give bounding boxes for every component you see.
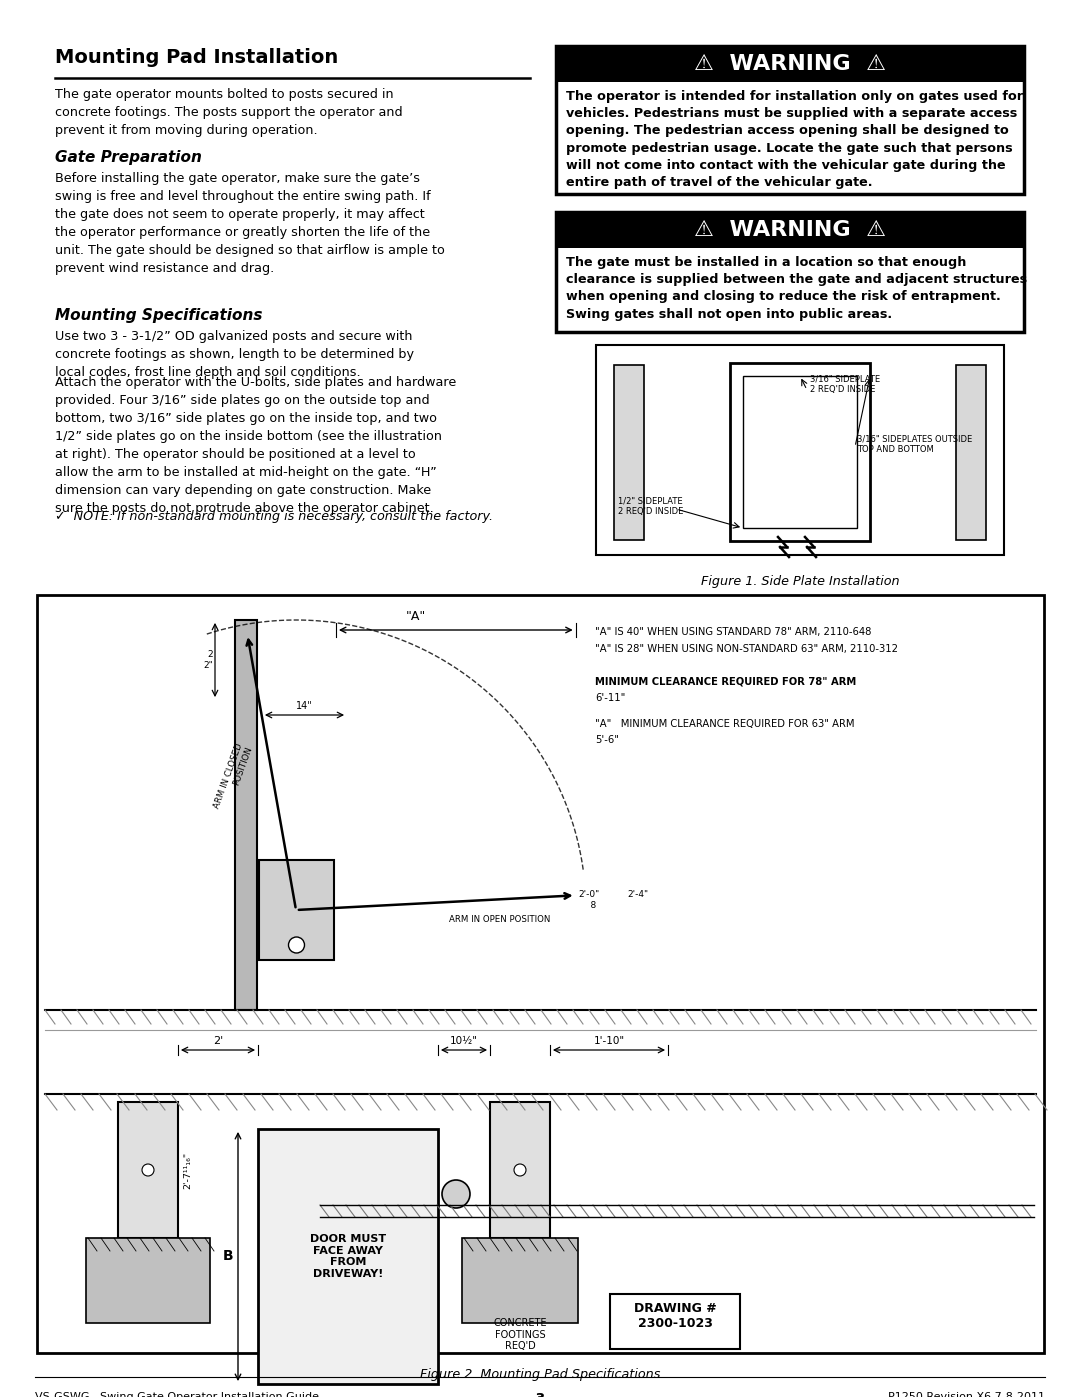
Text: "A"   MINIMUM CLEARANCE REQUIRED FOR 63" ARM: "A" MINIMUM CLEARANCE REQUIRED FOR 63" A… — [595, 719, 854, 729]
Text: 6'-11": 6'-11" — [595, 693, 625, 703]
Text: 3/16" SIDEPLATES OUTSIDE
TOP AND BOTTOM: 3/16" SIDEPLATES OUTSIDE TOP AND BOTTOM — [858, 434, 972, 454]
Text: Before installing the gate operator, make sure the gate’s
swing is free and leve: Before installing the gate operator, mak… — [55, 172, 445, 275]
Bar — [730, 363, 870, 541]
Circle shape — [442, 1180, 470, 1208]
Circle shape — [288, 937, 305, 953]
Text: P1250 Revision X6 7-8-2011: P1250 Revision X6 7-8-2011 — [888, 1391, 1045, 1397]
Text: DRAWING #
2300-1023: DRAWING # 2300-1023 — [634, 1302, 716, 1330]
Text: 14": 14" — [296, 701, 313, 711]
Bar — [556, 46, 1024, 194]
Text: 2'-7¹¹₁₆": 2'-7¹¹₁₆" — [183, 1151, 192, 1189]
Bar — [118, 1102, 178, 1238]
Bar — [596, 345, 1004, 555]
Bar — [615, 365, 644, 541]
Text: 3/16" SIDEPLATE
2 REQ'D INSIDE: 3/16" SIDEPLATE 2 REQ'D INSIDE — [810, 374, 880, 394]
Text: - 3 -: - 3 - — [525, 1391, 555, 1397]
Text: 1/2" SIDEPLATE
2 REQ'D INSIDE: 1/2" SIDEPLATE 2 REQ'D INSIDE — [618, 497, 684, 517]
Text: 10½": 10½" — [450, 1037, 478, 1046]
Text: MINIMUM CLEARANCE REQUIRED FOR 78" ARM: MINIMUM CLEARANCE REQUIRED FOR 78" ARM — [595, 678, 856, 687]
Text: Attach the operator with the U-bolts, side plates and hardware
provided. Four 3/: Attach the operator with the U-bolts, si… — [55, 376, 456, 515]
Bar — [258, 1129, 438, 1384]
Bar — [37, 595, 1044, 1354]
Bar — [743, 376, 858, 528]
Text: The gate operator mounts bolted to posts secured in
concrete footings. The posts: The gate operator mounts bolted to posts… — [55, 88, 403, 137]
Text: ⚠  WARNING  ⚠: ⚠ WARNING ⚠ — [694, 219, 886, 240]
Text: 2'-0"
    8: 2'-0" 8 — [579, 890, 599, 909]
Bar — [556, 212, 1024, 332]
Bar — [235, 620, 257, 1010]
Bar — [556, 212, 1024, 249]
Text: "A" IS 28" WHEN USING NON-STANDARD 63" ARM, 2110-312: "A" IS 28" WHEN USING NON-STANDARD 63" A… — [595, 644, 897, 654]
Bar — [259, 861, 334, 960]
Text: "A": "A" — [406, 610, 427, 623]
Text: B: B — [222, 1249, 233, 1263]
Bar — [490, 1102, 550, 1238]
Bar — [556, 46, 1024, 82]
Text: Gate Preparation: Gate Preparation — [55, 149, 202, 165]
Text: 2
2": 2 2" — [203, 650, 213, 669]
Text: The operator is intended for installation only on gates used for
vehicles. Pedes: The operator is intended for installatio… — [566, 89, 1023, 189]
Bar — [610, 1294, 740, 1350]
Text: VS-GSWG   Swing Gate Operator Installation Guide: VS-GSWG Swing Gate Operator Installation… — [35, 1391, 319, 1397]
Text: Figure 1. Side Plate Installation: Figure 1. Side Plate Installation — [701, 576, 900, 588]
Text: Figure 2. Mounting Pad Specifications: Figure 2. Mounting Pad Specifications — [420, 1368, 660, 1382]
Text: ARM IN CLOSED
POSITION: ARM IN CLOSED POSITION — [212, 742, 254, 813]
Bar — [956, 365, 986, 541]
Text: 1'-10": 1'-10" — [593, 1037, 624, 1046]
Circle shape — [141, 1164, 154, 1176]
Circle shape — [514, 1164, 526, 1176]
Text: 2'-4": 2'-4" — [627, 890, 649, 900]
Text: ⚠  WARNING  ⚠: ⚠ WARNING ⚠ — [694, 54, 886, 74]
Bar — [86, 1238, 210, 1323]
Text: 2': 2' — [213, 1037, 224, 1046]
Text: ARM IN OPEN POSITION: ARM IN OPEN POSITION — [449, 915, 551, 925]
Text: "A" IS 40" WHEN USING STANDARD 78" ARM, 2110-648: "A" IS 40" WHEN USING STANDARD 78" ARM, … — [595, 627, 872, 637]
Text: ✓  NOTE: If non-standard mounting is necessary, consult the factory.: ✓ NOTE: If non-standard mounting is nece… — [55, 510, 492, 522]
Text: CONCRETE
FOOTINGS
REQ'D: CONCRETE FOOTINGS REQ'D — [494, 1317, 546, 1351]
Text: Mounting Specifications: Mounting Specifications — [55, 307, 262, 323]
Text: The gate must be installed in a location so that enough
clearance is supplied be: The gate must be installed in a location… — [566, 256, 1027, 320]
Text: DOOR MUST
FACE AWAY
FROM
DRIVEWAY!: DOOR MUST FACE AWAY FROM DRIVEWAY! — [310, 1234, 386, 1278]
Text: Mounting Pad Installation: Mounting Pad Installation — [55, 47, 338, 67]
Text: Use two 3 - 3-1/2” OD galvanized posts and secure with
concrete footings as show: Use two 3 - 3-1/2” OD galvanized posts a… — [55, 330, 414, 379]
Bar — [462, 1238, 578, 1323]
Text: 5'-6": 5'-6" — [595, 735, 619, 745]
